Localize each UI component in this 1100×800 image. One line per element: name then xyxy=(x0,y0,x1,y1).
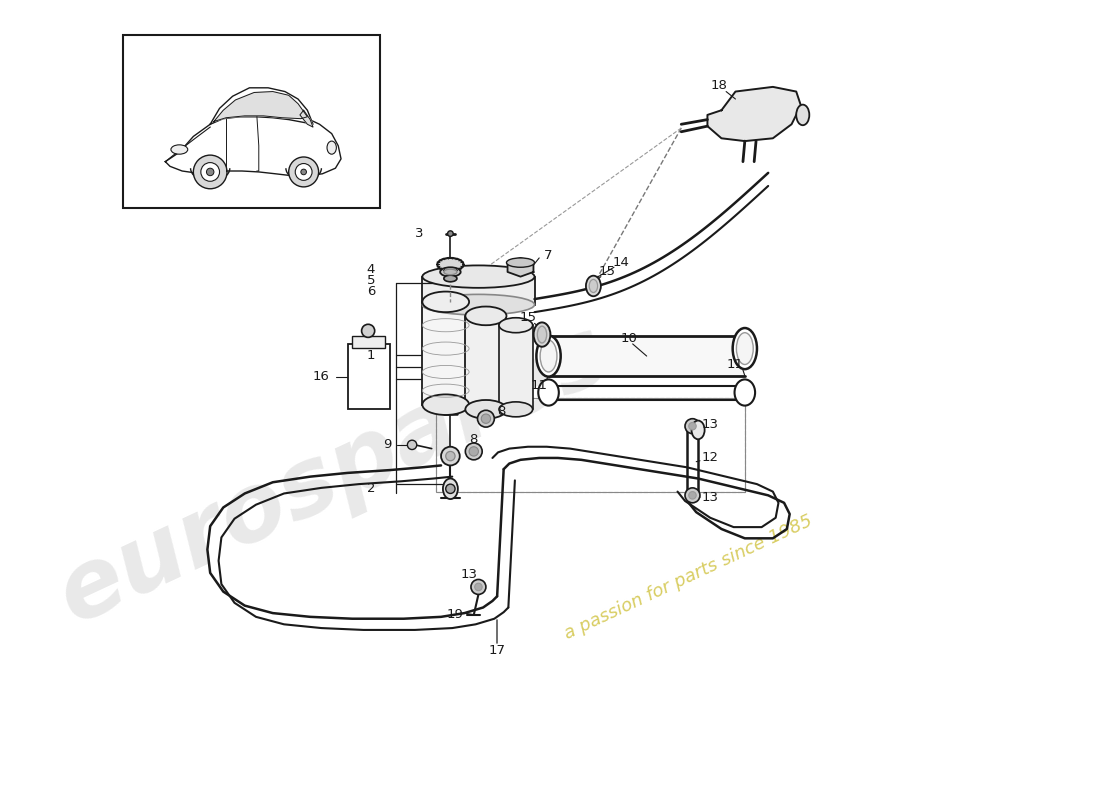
Ellipse shape xyxy=(499,402,532,417)
Bar xyxy=(437,398,745,491)
Circle shape xyxy=(477,410,494,427)
Text: 13: 13 xyxy=(461,568,477,582)
Ellipse shape xyxy=(733,328,757,369)
Polygon shape xyxy=(707,87,801,141)
Circle shape xyxy=(689,491,696,499)
Text: 1: 1 xyxy=(366,349,375,362)
Text: 7: 7 xyxy=(544,249,553,262)
Circle shape xyxy=(288,157,319,187)
Ellipse shape xyxy=(440,267,461,277)
Text: 3: 3 xyxy=(416,227,424,240)
Bar xyxy=(465,316,506,410)
Polygon shape xyxy=(507,258,534,277)
Circle shape xyxy=(685,418,700,434)
Ellipse shape xyxy=(586,276,601,296)
Circle shape xyxy=(407,440,417,450)
Ellipse shape xyxy=(327,141,337,154)
Polygon shape xyxy=(213,91,307,122)
Polygon shape xyxy=(210,88,313,124)
Text: eurospares: eurospares xyxy=(43,307,624,642)
Text: 9: 9 xyxy=(384,438,392,451)
Ellipse shape xyxy=(735,379,755,406)
Ellipse shape xyxy=(422,291,469,312)
Polygon shape xyxy=(300,110,313,127)
Ellipse shape xyxy=(444,269,456,274)
Text: 12: 12 xyxy=(702,451,718,465)
Circle shape xyxy=(446,451,455,461)
Ellipse shape xyxy=(170,145,188,154)
Ellipse shape xyxy=(534,322,550,346)
Bar xyxy=(123,35,381,208)
Ellipse shape xyxy=(422,394,469,415)
Circle shape xyxy=(362,324,375,338)
Text: 5: 5 xyxy=(366,274,375,287)
Text: 18: 18 xyxy=(711,79,727,93)
Circle shape xyxy=(295,163,312,180)
Circle shape xyxy=(194,155,227,189)
Text: 15: 15 xyxy=(598,266,616,278)
Circle shape xyxy=(689,422,696,430)
Ellipse shape xyxy=(465,400,506,418)
Ellipse shape xyxy=(537,326,547,343)
Ellipse shape xyxy=(540,340,557,372)
Text: 11: 11 xyxy=(727,358,744,371)
Ellipse shape xyxy=(736,333,754,365)
Polygon shape xyxy=(165,108,341,176)
Ellipse shape xyxy=(422,266,535,288)
Ellipse shape xyxy=(692,421,705,439)
Ellipse shape xyxy=(499,318,532,333)
Ellipse shape xyxy=(538,379,559,406)
Circle shape xyxy=(469,446,478,456)
Text: 15: 15 xyxy=(519,311,537,324)
Ellipse shape xyxy=(506,258,535,267)
Ellipse shape xyxy=(422,294,535,315)
Text: 4: 4 xyxy=(366,262,375,276)
Circle shape xyxy=(471,579,486,594)
Text: 14: 14 xyxy=(613,256,630,269)
Text: 8: 8 xyxy=(497,405,506,418)
Text: 16: 16 xyxy=(314,370,330,383)
Text: a passion for parts since 1985: a passion for parts since 1985 xyxy=(562,512,816,643)
Circle shape xyxy=(481,414,491,423)
Circle shape xyxy=(465,443,482,460)
Ellipse shape xyxy=(590,279,597,293)
Text: 8: 8 xyxy=(470,433,478,446)
Bar xyxy=(499,326,532,410)
Circle shape xyxy=(475,583,482,590)
Text: 19: 19 xyxy=(447,609,463,622)
Ellipse shape xyxy=(443,478,458,499)
Text: 13: 13 xyxy=(702,418,718,431)
Text: 11: 11 xyxy=(530,379,548,393)
Circle shape xyxy=(201,162,220,182)
Circle shape xyxy=(300,169,307,174)
Circle shape xyxy=(685,488,700,503)
Bar xyxy=(422,302,469,405)
Circle shape xyxy=(441,446,460,466)
Ellipse shape xyxy=(444,275,456,282)
Text: 13: 13 xyxy=(702,490,718,504)
Text: 17: 17 xyxy=(488,644,506,657)
Bar xyxy=(422,277,535,305)
Bar xyxy=(352,337,385,348)
Ellipse shape xyxy=(438,258,463,271)
Text: 2: 2 xyxy=(366,482,375,495)
Circle shape xyxy=(448,231,453,237)
Ellipse shape xyxy=(465,306,506,326)
Bar xyxy=(549,337,745,376)
Ellipse shape xyxy=(537,335,561,377)
Text: 6: 6 xyxy=(366,285,375,298)
Bar xyxy=(348,344,389,410)
Circle shape xyxy=(207,168,213,176)
Text: 10: 10 xyxy=(620,332,637,345)
Bar xyxy=(437,398,745,491)
Ellipse shape xyxy=(796,105,810,126)
Circle shape xyxy=(446,484,455,494)
